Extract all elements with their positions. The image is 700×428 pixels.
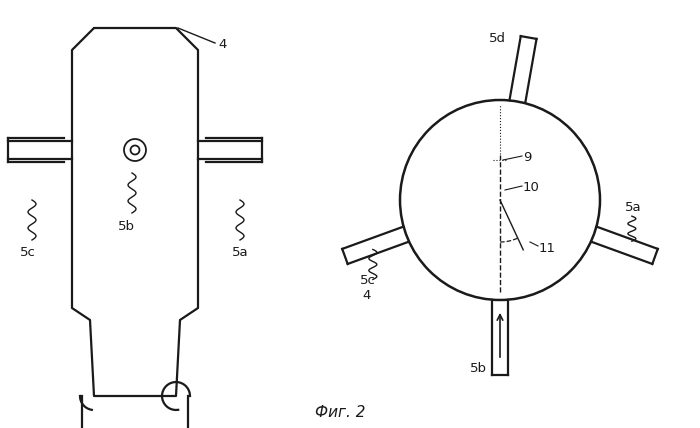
Text: 5c: 5c: [20, 246, 36, 259]
Text: Фиг. 2: Фиг. 2: [315, 405, 365, 420]
Text: 5a: 5a: [232, 246, 248, 259]
Text: 10: 10: [523, 181, 540, 193]
Text: 5d: 5d: [489, 32, 506, 45]
Text: 5b: 5b: [118, 220, 135, 233]
Text: 9: 9: [523, 151, 531, 163]
Text: 11: 11: [539, 241, 556, 255]
Text: 5a: 5a: [625, 201, 641, 214]
Text: 4: 4: [218, 38, 226, 51]
Text: 5b: 5b: [470, 362, 487, 375]
Text: 4: 4: [363, 289, 371, 303]
Text: 5c: 5c: [360, 274, 376, 288]
